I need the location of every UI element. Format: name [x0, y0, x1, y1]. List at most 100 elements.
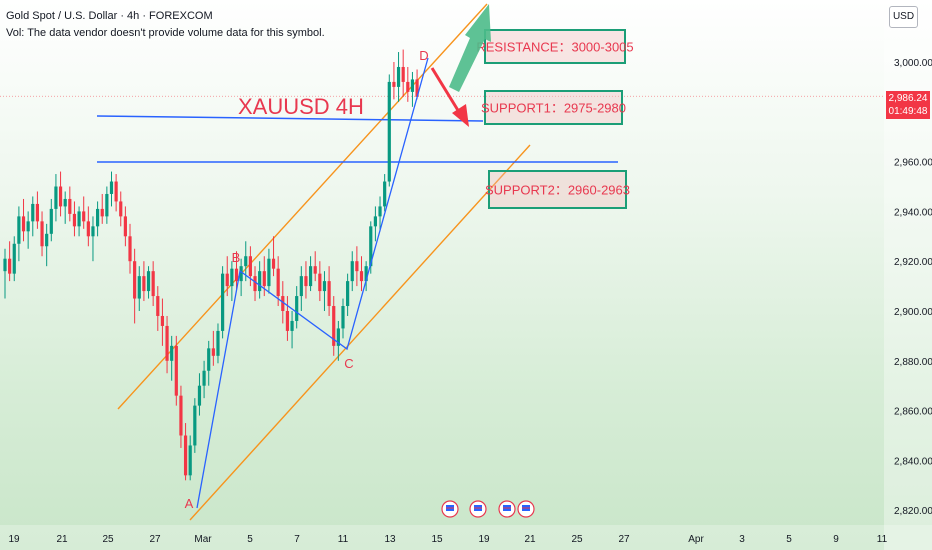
candle-body: [35, 203, 40, 222]
candle-body: [299, 276, 303, 297]
candle-body: [68, 198, 72, 214]
pattern-point-label: D: [419, 48, 428, 63]
candle-body: [26, 221, 30, 232]
y-tick-label: 2,960.00: [894, 158, 932, 169]
x-tick-label: Apr: [688, 534, 704, 545]
candle-body: [415, 79, 419, 97]
x-tick-label: 13: [384, 534, 396, 545]
candle-body: [202, 370, 206, 386]
x-tick-label: 27: [149, 534, 161, 545]
candle-body: [336, 328, 340, 346]
x-tick-label: 11: [338, 534, 349, 545]
event-flag-icon[interactable]: [469, 500, 487, 518]
currency-button[interactable]: USD: [889, 6, 918, 28]
candle-body: [406, 81, 410, 92]
volume-notice: Vol: The data vendor doesn't provide vol…: [6, 27, 325, 39]
candle-body: [165, 325, 169, 361]
candle-body: [151, 271, 155, 297]
down-arrow-head: [452, 104, 469, 127]
event-flag-icon[interactable]: [498, 500, 516, 518]
candle-body: [401, 66, 405, 82]
candle-body: [253, 276, 257, 292]
x-tick-label: 15: [431, 534, 443, 545]
candle-body: [54, 186, 58, 209]
x-tick-label: 19: [8, 534, 20, 545]
candle-body: [332, 306, 336, 346]
candle-body: [123, 216, 127, 237]
x-tick-label: 9: [833, 534, 839, 545]
current-price-value: 2,986.24: [888, 93, 928, 104]
candle-body: [137, 276, 141, 299]
candle-body: [221, 273, 225, 331]
candle-body: [63, 198, 67, 207]
candle-body: [174, 345, 178, 396]
down-arrow-shaft: [430, 67, 461, 113]
candle-body: [216, 330, 220, 356]
y-tick-label: 2,840.00: [894, 456, 932, 467]
candle-body: [21, 216, 26, 232]
y-tick-label: 2,920.00: [894, 257, 932, 268]
channel-lower-line: [189, 144, 531, 521]
candle-body: [96, 208, 100, 227]
y-tick-label: 3,000.00: [894, 58, 932, 69]
candle-body: [295, 296, 299, 321]
candle-body: [142, 276, 146, 292]
level-lines: [0, 95, 884, 163]
resistance-zone: [484, 29, 626, 64]
candle-body: [40, 221, 44, 247]
candle-body: [383, 181, 387, 207]
candle-body: [230, 268, 234, 287]
candle-body: [119, 201, 123, 217]
y-tick-label: 2,880.00: [894, 357, 932, 368]
chart-title: XAUUSD 4H: [238, 94, 364, 119]
candle-body: [3, 258, 7, 272]
y-tick-label: 2,940.00: [894, 207, 932, 218]
channel-lines: [117, 3, 531, 521]
candle-body: [17, 216, 21, 244]
candle-body: [285, 311, 290, 331]
candle-body: [197, 385, 202, 406]
x-tick-label: 5: [786, 534, 792, 545]
x-tick-label: 21: [524, 534, 536, 545]
event-flag-icon[interactable]: [441, 500, 459, 518]
candle-body: [267, 258, 271, 287]
symbol-title[interactable]: Gold Spot / U.S. Dollar · 4h · FOREXCOM: [6, 10, 213, 22]
support1-label: SUPPORT1：2975-2980: [481, 101, 626, 116]
candles: [3, 49, 419, 481]
candle-body: [378, 206, 382, 217]
candle-body: [49, 208, 53, 234]
candle-body: [114, 181, 118, 202]
candle-body: [58, 186, 63, 207]
candle-body: [327, 281, 331, 307]
x-tick-label: Mar: [194, 534, 212, 545]
candle-body: [12, 243, 16, 274]
event-flag-icon[interactable]: [517, 500, 535, 518]
candle-body: [318, 273, 322, 292]
chart-header: Gold Spot / U.S. Dollar · 4h · FOREXCOM …: [6, 8, 325, 42]
pattern-point-label: B: [232, 250, 241, 265]
candle-body: [244, 256, 248, 267]
candle-body: [170, 345, 174, 361]
candle-body: [281, 296, 285, 311]
economic-events[interactable]: [441, 500, 535, 518]
candle-body: [359, 271, 364, 282]
support2-label: SUPPORT2：2960-2963: [485, 183, 630, 198]
candle-body: [346, 281, 350, 307]
up-arrow: [449, 4, 491, 92]
candle-body: [183, 435, 188, 476]
bar-countdown: 01:49:48: [888, 106, 928, 117]
candle-body: [234, 268, 239, 282]
candle-body: [160, 315, 165, 326]
candle-body: [72, 213, 77, 227]
candle-body: [248, 256, 252, 277]
resistance-label: RESISTANCE：3000-3005: [476, 40, 633, 55]
candle-body: [304, 276, 308, 287]
x-tick-label: 25: [571, 534, 583, 545]
support1-line: [96, 115, 484, 122]
candle-body: [86, 221, 90, 237]
candle-body: [82, 211, 86, 222]
candle-body: [100, 208, 104, 217]
candle-body: [109, 181, 114, 194]
